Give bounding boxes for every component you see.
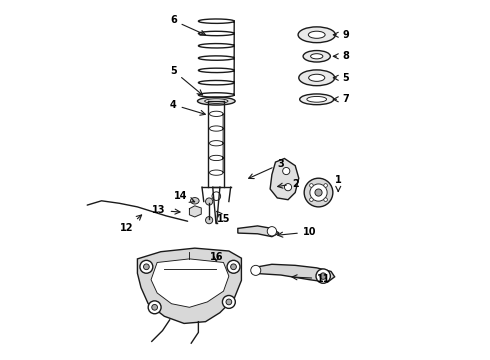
Ellipse shape xyxy=(307,96,326,102)
Polygon shape xyxy=(137,248,242,323)
Ellipse shape xyxy=(299,70,335,86)
Circle shape xyxy=(226,299,232,305)
Ellipse shape xyxy=(311,54,323,59)
Text: 7: 7 xyxy=(333,94,349,104)
Text: 14: 14 xyxy=(173,191,195,202)
Ellipse shape xyxy=(205,99,228,103)
Ellipse shape xyxy=(197,97,235,105)
Text: 2: 2 xyxy=(278,179,298,189)
Text: 3: 3 xyxy=(248,159,284,179)
Circle shape xyxy=(324,198,327,202)
Text: 9: 9 xyxy=(333,30,349,40)
Circle shape xyxy=(148,301,161,314)
Circle shape xyxy=(227,260,240,273)
Circle shape xyxy=(304,178,333,207)
Ellipse shape xyxy=(303,50,330,62)
Circle shape xyxy=(222,296,235,309)
Polygon shape xyxy=(238,226,279,237)
Circle shape xyxy=(285,184,292,191)
Circle shape xyxy=(231,264,236,270)
Polygon shape xyxy=(270,158,299,200)
Text: 12: 12 xyxy=(120,215,142,233)
Ellipse shape xyxy=(309,74,325,81)
Circle shape xyxy=(140,260,153,273)
Text: 5: 5 xyxy=(170,66,202,95)
Circle shape xyxy=(283,167,290,175)
Circle shape xyxy=(152,305,157,310)
Circle shape xyxy=(316,269,330,283)
Text: 8: 8 xyxy=(333,51,349,61)
Circle shape xyxy=(205,198,213,205)
Circle shape xyxy=(212,192,220,201)
Circle shape xyxy=(315,189,322,196)
Ellipse shape xyxy=(308,31,325,38)
Ellipse shape xyxy=(300,94,334,105)
Circle shape xyxy=(251,265,261,275)
Polygon shape xyxy=(151,259,229,307)
Text: 15: 15 xyxy=(217,211,230,224)
Circle shape xyxy=(324,184,327,187)
Polygon shape xyxy=(190,206,201,217)
Ellipse shape xyxy=(191,198,199,204)
Text: 1: 1 xyxy=(335,175,342,192)
Ellipse shape xyxy=(298,27,335,42)
Circle shape xyxy=(205,217,213,224)
Text: 4: 4 xyxy=(170,100,205,115)
Text: 11: 11 xyxy=(292,274,331,284)
Text: 5: 5 xyxy=(333,73,349,83)
Circle shape xyxy=(267,226,276,236)
Text: 10: 10 xyxy=(278,227,317,237)
Text: 13: 13 xyxy=(152,206,180,216)
Text: 6: 6 xyxy=(170,15,205,35)
Circle shape xyxy=(310,184,327,201)
Circle shape xyxy=(310,198,313,202)
Circle shape xyxy=(310,184,313,187)
Text: 16: 16 xyxy=(210,252,223,262)
Circle shape xyxy=(320,273,326,279)
Circle shape xyxy=(144,264,149,270)
Polygon shape xyxy=(252,264,335,282)
